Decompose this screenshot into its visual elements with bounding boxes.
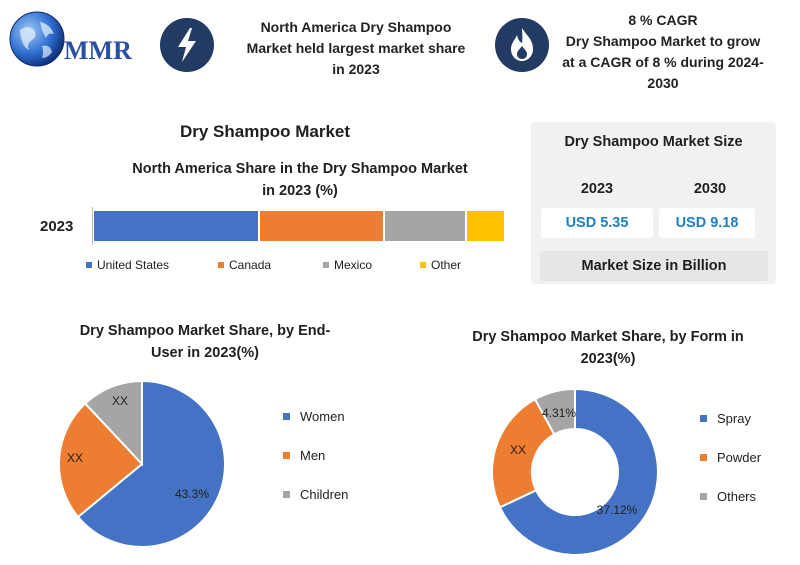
- market-size-unit: Market Size in Billion: [540, 251, 768, 281]
- north-america-chart-title-line-1: North America Share in the Dry Shampoo M…: [132, 161, 468, 177]
- logo-text: MMR: [64, 36, 132, 65]
- slice-label-men: XX: [67, 451, 83, 465]
- market-size-value-2023: USD 5.35: [541, 208, 653, 238]
- end-user-chart-title: Dry Shampoo Market Share, by End- User i…: [40, 320, 370, 364]
- slice-label-children: XX: [112, 394, 128, 408]
- highlight-1: North America Dry Shampoo Market held la…: [225, 17, 487, 80]
- form-chart-title: Dry Shampoo Market Share, by Form in 202…: [438, 326, 778, 370]
- legend-label: United States: [97, 258, 170, 272]
- bar-axis-line: [92, 207, 93, 245]
- legend-mexico: Mexico: [323, 258, 372, 272]
- end-user-chart-title-line-1: Dry Shampoo Market Share, by End-: [79, 323, 331, 339]
- market-size-value-2030: USD 9.18: [659, 208, 755, 238]
- flame-icon: [511, 28, 533, 61]
- legend-swatch: [86, 262, 92, 268]
- legend-swatch: [420, 262, 426, 268]
- market-size-title: Dry Shampoo Market Size: [564, 134, 743, 150]
- legend-swatch: [323, 262, 329, 268]
- form-donut-chart: 37.12% XX 4.31%: [491, 387, 659, 556]
- legend-swatch: [283, 491, 290, 498]
- market-size-year-2023: 2023: [580, 181, 614, 197]
- legend-label: Mexico: [334, 258, 373, 272]
- slice-label-women: 43.3%: [175, 487, 209, 501]
- badge-flame: [495, 18, 549, 72]
- highlight-2-line-3: at a CAGR of 8 % during 2024-: [562, 54, 764, 70]
- bar-segment-canada: [260, 211, 384, 241]
- legend-label: Men: [300, 448, 326, 463]
- legend-swatch: [283, 452, 290, 459]
- legend-swatch: [700, 454, 707, 461]
- globe-icon: [9, 11, 65, 67]
- bar-segment-united-states: [94, 211, 259, 241]
- highlight-2-line-2: Dry Shampoo Market to grow: [565, 33, 761, 49]
- legend-label: Women: [300, 409, 345, 424]
- slice-others: [533, 387, 576, 436]
- highlight-2: 8 % CAGR Dry Shampoo Market to grow at a…: [548, 10, 778, 94]
- slice-label-others: 4.31%: [542, 406, 576, 420]
- north-america-chart-title-line-2: in 2023 (%): [262, 183, 338, 199]
- slice-powder: [491, 397, 556, 509]
- end-user-chart-title-line-2: User in 2023(%): [151, 345, 259, 361]
- legend-children: Children: [283, 487, 348, 502]
- slice-label-spray: 37.12%: [597, 503, 638, 517]
- bar-category-label: 2023: [40, 218, 74, 235]
- legend-label: Other: [431, 258, 462, 272]
- legend-united-states: United States: [86, 258, 169, 272]
- bar-segment-other: [467, 211, 505, 241]
- lightning-bolt-icon: [178, 28, 196, 62]
- legend-label: Others: [717, 489, 757, 504]
- market-size-year-2030: 2030: [693, 181, 727, 197]
- legend-others: Others: [700, 489, 756, 504]
- north-america-chart-title: North America Share in the Dry Shampoo M…: [100, 158, 500, 202]
- legend-swatch: [283, 413, 290, 420]
- legend-powder: Powder: [700, 450, 761, 465]
- legend-swatch: [700, 493, 707, 500]
- slice-children: [83, 379, 143, 467]
- legend-men: Men: [283, 448, 325, 463]
- legend-label: Children: [300, 487, 349, 502]
- bar-segment-mexico: [385, 211, 466, 241]
- end-user-pie-chart: 43.3% XX XX: [58, 379, 226, 548]
- form-chart-title-line-1: Dry Shampoo Market Share, by Form in: [472, 329, 744, 345]
- slice-label-powder: XX: [510, 443, 526, 457]
- highlight-2-line-4: 2030: [647, 75, 679, 91]
- slice-spray: [498, 387, 659, 556]
- slice-women: [76, 379, 226, 548]
- legend-other: Other: [420, 258, 461, 272]
- badge-lightning: [160, 18, 214, 72]
- legend-swatch: [218, 262, 224, 268]
- highlight-1-line-3: in 2023: [332, 61, 380, 77]
- legend-swatch: [700, 415, 707, 422]
- form-chart-title-line-2: 2023(%): [580, 351, 636, 367]
- highlight-1-line-1: North America Dry Shampoo: [260, 19, 452, 35]
- highlight-1-line-2: Market held largest market share: [246, 40, 466, 56]
- highlight-2-line-1: 8 % CAGR: [628, 12, 698, 28]
- slice-men: [58, 402, 144, 519]
- legend-canada: Canada: [218, 258, 271, 272]
- legend-spray: Spray: [700, 411, 751, 426]
- legend-label: Canada: [229, 258, 272, 272]
- legend-women: Women: [283, 409, 345, 424]
- legend-label: Spray: [717, 411, 751, 426]
- legend-label: Powder: [717, 450, 762, 465]
- main-title: Dry Shampoo Market: [179, 122, 351, 141]
